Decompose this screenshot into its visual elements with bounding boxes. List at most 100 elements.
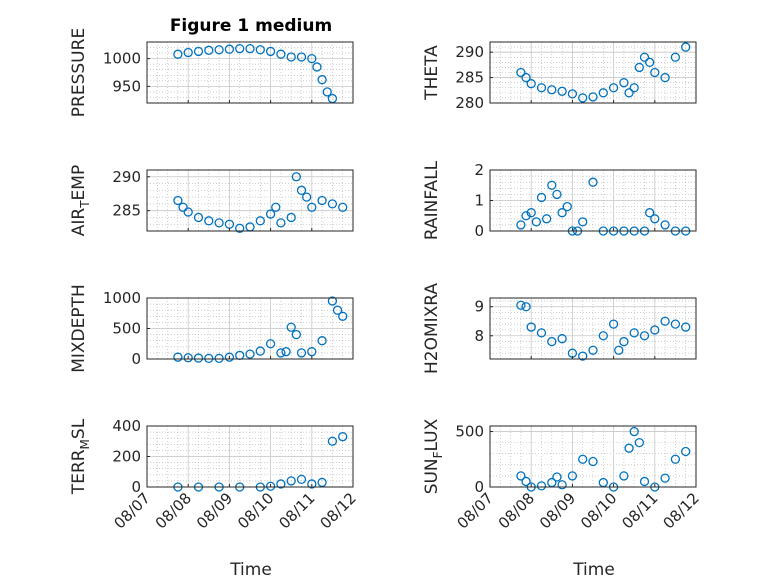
- y-tick-label: 290: [455, 43, 484, 61]
- data-point: [619, 78, 629, 88]
- data-point: [301, 192, 312, 202]
- y-axis-label: TERRMSL: [69, 418, 92, 495]
- data-point: [276, 49, 286, 59]
- data-point: [183, 353, 193, 363]
- data-point: [183, 207, 193, 217]
- data-point: [536, 481, 547, 491]
- axes-box: [146, 169, 354, 232]
- data-point: [255, 45, 265, 55]
- data-point: [338, 311, 348, 321]
- data-point: [235, 44, 245, 54]
- data-point: [578, 217, 588, 227]
- data-point: [265, 481, 276, 491]
- data-point: [650, 67, 660, 78]
- data-point: [245, 349, 255, 359]
- data-point: [521, 72, 531, 83]
- data-point: [567, 471, 578, 481]
- x-tick-label: 08/10: [234, 489, 277, 532]
- data-point: [619, 471, 629, 481]
- data-point: [307, 202, 317, 212]
- subplot-air-temp: 285 290 AIRTEMP: [69, 165, 354, 236]
- data-point: [536, 192, 547, 203]
- data-point: [531, 217, 541, 227]
- data-point: [338, 432, 348, 442]
- y-axis-label: AIRTEMP: [69, 165, 92, 236]
- data-point: [660, 220, 670, 230]
- data-point: [255, 216, 265, 226]
- data-point: [193, 46, 204, 57]
- data-point: [204, 216, 214, 226]
- data-point: [567, 89, 578, 99]
- data-point: [557, 208, 567, 218]
- x-axis-label-right: Time: [572, 560, 615, 580]
- data-point: [173, 195, 183, 206]
- data-point: [307, 53, 317, 64]
- subplot-sun-flux: 050008/0708/0808/0908/1008/1108/12SUNFLU…: [422, 418, 703, 532]
- data-point: [327, 199, 338, 209]
- data-point: [296, 185, 307, 195]
- data-point: [588, 177, 598, 187]
- y-tick-label: 285: [455, 69, 484, 87]
- x-tick-label: 08/09: [536, 489, 579, 532]
- y-tick-label: 500: [112, 320, 141, 338]
- data-point: [204, 45, 214, 55]
- data-point: [521, 302, 531, 312]
- data-point: [322, 87, 332, 97]
- x-tick-label: 08/08: [495, 489, 538, 532]
- data-point: [526, 322, 536, 332]
- data-point: [255, 346, 265, 356]
- y-axis-label: PRESSURE: [69, 28, 89, 117]
- data-point: [516, 67, 526, 78]
- y-tick-label: 200: [112, 448, 141, 466]
- data-point: [660, 72, 670, 83]
- data-point: [681, 446, 691, 457]
- data-point: [547, 336, 557, 347]
- data-point: [670, 454, 681, 464]
- data-point: [265, 209, 276, 219]
- data-point: [608, 83, 619, 93]
- data-point: [296, 52, 307, 62]
- y-tick-label: 290: [112, 168, 141, 186]
- data-point: [235, 223, 245, 233]
- data-point: [296, 348, 307, 358]
- y-tick-label: 0: [474, 478, 484, 496]
- data-point: [204, 353, 214, 364]
- data-point: [629, 426, 639, 437]
- data-point: [317, 195, 327, 206]
- x-tick-label: 08/12: [317, 489, 360, 532]
- data-point: [193, 353, 204, 363]
- axes-box: [489, 41, 697, 104]
- data-point: [214, 218, 224, 228]
- data-point: [317, 336, 327, 346]
- subplot-mixdepth: 0 500 1000 MIXDEPTH: [69, 284, 354, 373]
- data-point: [557, 480, 567, 490]
- data-point: [552, 189, 562, 200]
- data-point: [650, 214, 660, 224]
- data-point: [639, 52, 650, 62]
- data-point: [598, 88, 608, 98]
- data-point: [542, 214, 552, 224]
- y-tick-label: 1000: [103, 289, 141, 307]
- data-point: [516, 471, 526, 481]
- data-point: [291, 172, 302, 182]
- data-point: [634, 437, 644, 448]
- data-point: [634, 62, 644, 73]
- axes-box: [146, 41, 354, 104]
- data-point: [307, 347, 317, 357]
- data-point: [660, 316, 670, 326]
- data-point: [224, 44, 235, 54]
- data-point: [193, 212, 204, 223]
- x-tick-label: 08/12: [660, 489, 703, 532]
- data-point: [624, 443, 634, 453]
- data-point: [521, 476, 531, 487]
- data-point: [588, 456, 598, 467]
- data-point: [660, 473, 670, 483]
- data-point: [327, 296, 338, 306]
- y-axis-label: SUNFLUX: [422, 418, 445, 494]
- y-tick-label: 1: [474, 192, 484, 210]
- y-tick-label: 280: [455, 94, 484, 112]
- data-point: [312, 62, 322, 72]
- data-point: [516, 300, 526, 310]
- subplot-h2omixra: 8 9 H2OMIXRA: [422, 283, 697, 374]
